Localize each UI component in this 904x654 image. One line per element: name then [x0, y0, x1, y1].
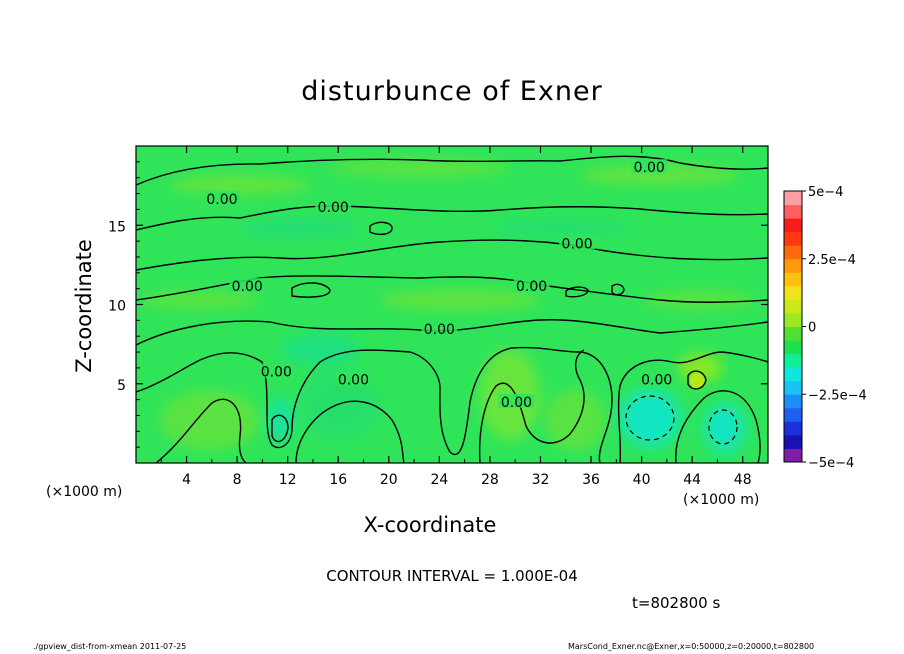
contour-label: 0.00	[516, 279, 547, 295]
colorbar-swatch	[784, 380, 802, 395]
contour-label-bg	[421, 320, 458, 335]
x-tick-label: 8	[233, 472, 242, 488]
contour-label: 0.00	[562, 236, 593, 252]
colorbar-swatch	[784, 258, 802, 273]
colorbar-tick-label: 0	[808, 321, 816, 336]
colorbar-swatch	[784, 218, 802, 233]
colorbar-swatch	[784, 245, 802, 260]
contour-label: 0.00	[206, 192, 237, 208]
contour-label-bg	[335, 371, 372, 386]
x-tick-label: 36	[582, 472, 600, 488]
y-tick-label: 5	[117, 378, 126, 394]
x-tick-label: 12	[279, 472, 297, 488]
x-unit-left: (×1000 m)	[46, 484, 123, 500]
contour-label: 0.00	[634, 160, 665, 176]
colorbar-swatch	[784, 421, 802, 436]
x-tick-label: 44	[683, 472, 701, 488]
x-tick-label: 48	[734, 472, 752, 488]
footer-file-info: MarsCond_Exner.nc@Exner,x=0:50000,z=0:20…	[568, 642, 815, 651]
contour-label: 0.00	[318, 200, 349, 216]
contour-label-bg	[258, 363, 295, 378]
contour-label: 0.00	[261, 365, 292, 381]
negative-contours	[625, 395, 738, 445]
colorbar-swatch	[784, 299, 802, 314]
colorbar-swatch	[784, 340, 802, 355]
colorbar-swatch	[784, 285, 802, 300]
x-tick-label: 28	[481, 472, 499, 488]
contour-labels: 0.00 0.00 0.00 0.00 0.00 0.00 0.00 0.00 0.00 0.00…	[203, 159, 675, 411]
colorbar-swatch	[784, 326, 802, 341]
contour-label-bg	[315, 198, 352, 213]
colorbar-swatch	[784, 407, 802, 422]
colorbar-swatch	[784, 191, 802, 206]
contour-label-bg	[229, 278, 266, 293]
x-tick-label: 32	[532, 472, 550, 488]
time-stamp: t=802800 s	[632, 594, 721, 612]
y-tick-label: 10	[108, 299, 126, 315]
contour-label-bg	[203, 190, 240, 205]
x-tick-label: 40	[633, 472, 651, 488]
colorbar-swatch	[784, 394, 802, 409]
colorbar-tick-label: −5e−4	[808, 456, 854, 471]
y-tick-label: 15	[108, 219, 126, 235]
contour-label-bg	[513, 278, 550, 293]
contour-label: 0.00	[424, 322, 455, 338]
contour-label: 0.00	[232, 279, 263, 295]
x-tick-label: 24	[430, 472, 448, 488]
contour-interval-note: CONTOUR INTERVAL = 1.000E-04	[326, 567, 578, 585]
colorbar-tick-label: 2.5e−4	[808, 253, 856, 268]
contour-label-bg	[638, 371, 675, 386]
colorbar-swatch	[784, 448, 802, 463]
x-tick-label: 20	[380, 472, 398, 488]
colorbar	[783, 190, 803, 463]
x-tick-label: 4	[182, 472, 191, 488]
colorbar-tick-label: −2.5e−4	[808, 388, 867, 403]
colorbar-swatch	[784, 204, 802, 219]
contour-label: 0.00	[338, 373, 369, 389]
colorbar-tick-label: 5e−4	[808, 185, 843, 200]
y-axis-label: Z-coordinate	[72, 239, 96, 373]
contour-label-bg	[559, 235, 596, 250]
contour-interval-value: 1.000E-04	[500, 567, 578, 585]
x-axis: 4 8 12 16 20 24 28 32 36 40 44 48	[160, 146, 752, 488]
colorbar-swatch	[784, 353, 802, 368]
colorbar-swatch	[784, 231, 802, 246]
footer-script-info: ./gpview_dist-from-xmean 2011-07-25	[33, 642, 187, 651]
y-axis: 5 10 15	[108, 161, 768, 448]
contour-label-bg	[498, 393, 535, 408]
contour-label: 0.00	[641, 373, 672, 389]
colorbar-swatch	[784, 312, 802, 327]
contour-label: 0.00	[501, 395, 532, 411]
x-tick-label: 16	[329, 472, 347, 488]
x-axis-label: X-coordinate	[363, 513, 497, 537]
colorbar-swatch	[784, 367, 802, 382]
colorbar-labels: 5e−4 2.5e−4 0 −2.5e−4 −5e−4	[802, 185, 867, 471]
chart-title: disturbunce of Exner	[301, 76, 603, 107]
contour-label-bg	[631, 159, 668, 174]
colorbar-swatch	[784, 434, 802, 449]
colorbar-swatch	[784, 272, 802, 287]
x-unit-right: (×1000 m)	[683, 492, 760, 508]
